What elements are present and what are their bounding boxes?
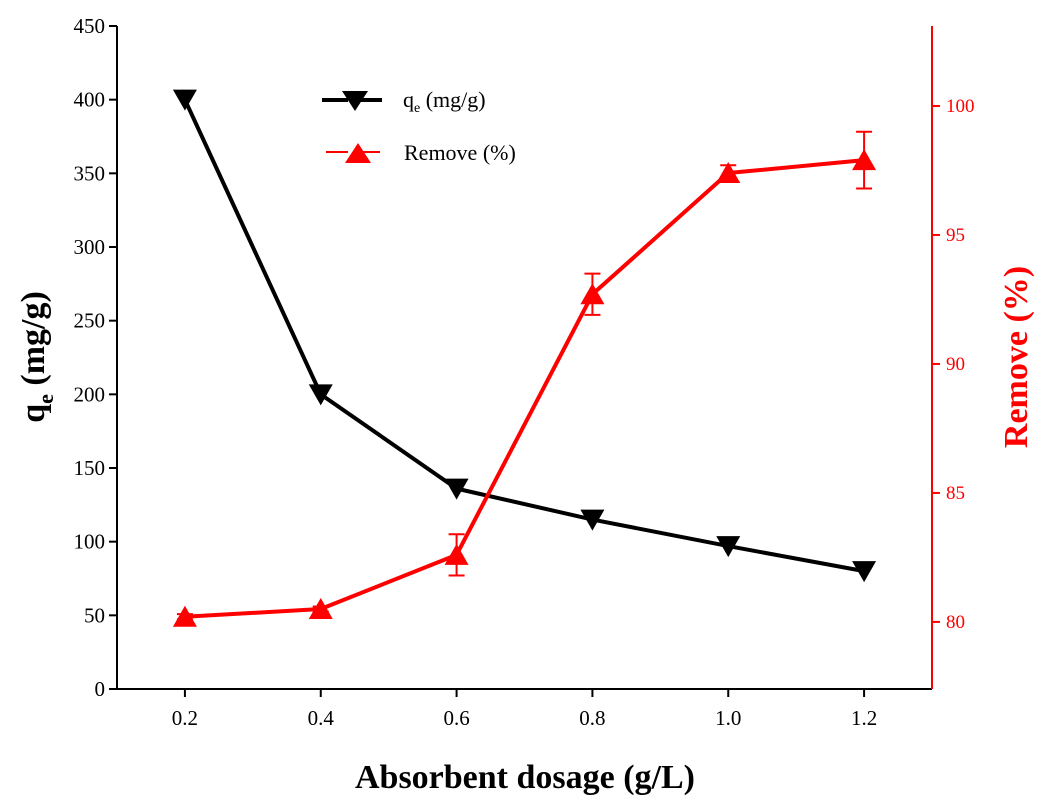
- y-tick-label: 400: [74, 88, 106, 112]
- plot-area: 0 50 100 150 200 250 300 350 400 450 0.2 0.4 0.6 0.8 1…: [74, 14, 975, 730]
- y-tick-label: 200: [74, 382, 106, 406]
- legend-item-remove: Remove (%): [326, 140, 516, 165]
- remove-point: [580, 283, 605, 305]
- y-tick-label: 300: [74, 235, 106, 259]
- qe-point: [172, 89, 197, 111]
- y2-tick-label: 80: [946, 612, 965, 633]
- legend-label-qe: qe (mg/g): [403, 87, 486, 116]
- x-tick-label: 0.6: [443, 706, 469, 730]
- legend-label-qe-sub: e: [414, 101, 420, 116]
- series-line-qe: [183, 98, 865, 574]
- x-tick-label: 0.4: [308, 706, 335, 730]
- y2-axis-title: Remove (%): [998, 266, 1035, 448]
- y-axis-title-rest: (mg/g): [15, 291, 52, 394]
- qe-point: [716, 536, 741, 558]
- legend-label-qe-rest: (mg/g): [420, 87, 485, 112]
- y2-tick-label: 90: [946, 354, 965, 375]
- x-tick-label: 0.2: [172, 706, 198, 730]
- x-tick-label: 0.8: [579, 706, 605, 730]
- remove-point: [308, 598, 333, 620]
- qe-point: [852, 561, 877, 583]
- series-line-remove: [184, 158, 865, 619]
- x-tick-label: 1.0: [715, 706, 741, 730]
- remove-point: [172, 605, 197, 627]
- legend: qe (mg/g) Remove (%): [322, 87, 516, 165]
- remove-point: [444, 543, 469, 565]
- x-tick-label: 1.2: [851, 706, 877, 730]
- y-axis-title: qe (mg/g): [15, 291, 58, 423]
- qe-point: [308, 384, 333, 406]
- y-tick-label: 450: [74, 14, 106, 38]
- x-axis-title: Absorbent dosage (g/L): [355, 759, 695, 796]
- y-tick-label: 250: [74, 309, 106, 333]
- remove-point: [716, 162, 741, 184]
- legend-marker-remove: [345, 143, 371, 163]
- y-tick-label: 350: [74, 161, 106, 185]
- legend-label-remove: Remove (%): [404, 140, 516, 165]
- y-tick-label: 0: [95, 677, 106, 701]
- legend-marker-qe: [342, 91, 368, 111]
- y2-tick-label: 85: [946, 483, 965, 504]
- y2-tick-label: 100: [946, 96, 975, 117]
- y-tick-label: 150: [74, 456, 106, 480]
- remove-point: [852, 149, 877, 171]
- qe-point: [580, 509, 605, 531]
- y-tick-label: 100: [74, 530, 106, 554]
- qe-point: [444, 478, 469, 500]
- y-tick-label: 50: [84, 603, 105, 627]
- legend-label-qe-main: q: [403, 87, 414, 112]
- y-axis-title-main: q: [15, 404, 52, 423]
- legend-item-qe: qe (mg/g): [322, 87, 486, 116]
- y2-tick-label: 95: [946, 225, 965, 246]
- y-axis-title-sub: e: [33, 394, 58, 404]
